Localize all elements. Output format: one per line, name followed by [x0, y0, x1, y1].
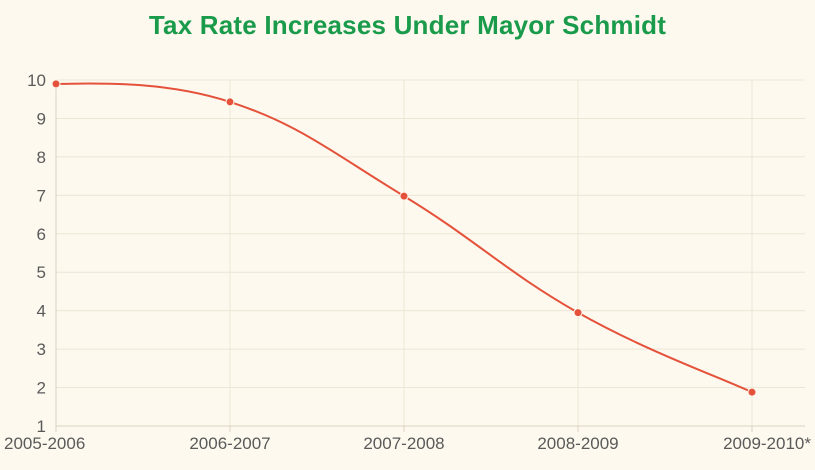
x-tick-label: 2008-2009 [537, 434, 618, 453]
x-tick-label: 2007-2008 [363, 434, 444, 453]
y-tick-label: 1 [37, 417, 46, 436]
y-tick-label: 9 [37, 109, 46, 128]
y-tick-label: 8 [37, 148, 46, 167]
data-point [573, 308, 583, 318]
data-point [747, 387, 757, 397]
y-tick-label: 4 [37, 302, 46, 321]
y-tick-label: 5 [37, 263, 46, 282]
chart-title: Tax Rate Increases Under Mayor Schmidt [148, 10, 667, 40]
data-point [51, 79, 61, 89]
y-tick-label: 3 [37, 340, 46, 359]
data-point [225, 97, 235, 107]
y-tick-label: 2 [37, 379, 46, 398]
y-tick-label: 6 [37, 225, 46, 244]
data-point [399, 191, 409, 201]
x-tick-label: 2006-2007 [189, 434, 270, 453]
y-tick-label: 10 [27, 71, 46, 90]
x-tick-label: 2005-2006 [4, 434, 85, 453]
x-tick-label: 2009-2010* [723, 434, 811, 453]
y-tick-label: 7 [37, 186, 46, 205]
